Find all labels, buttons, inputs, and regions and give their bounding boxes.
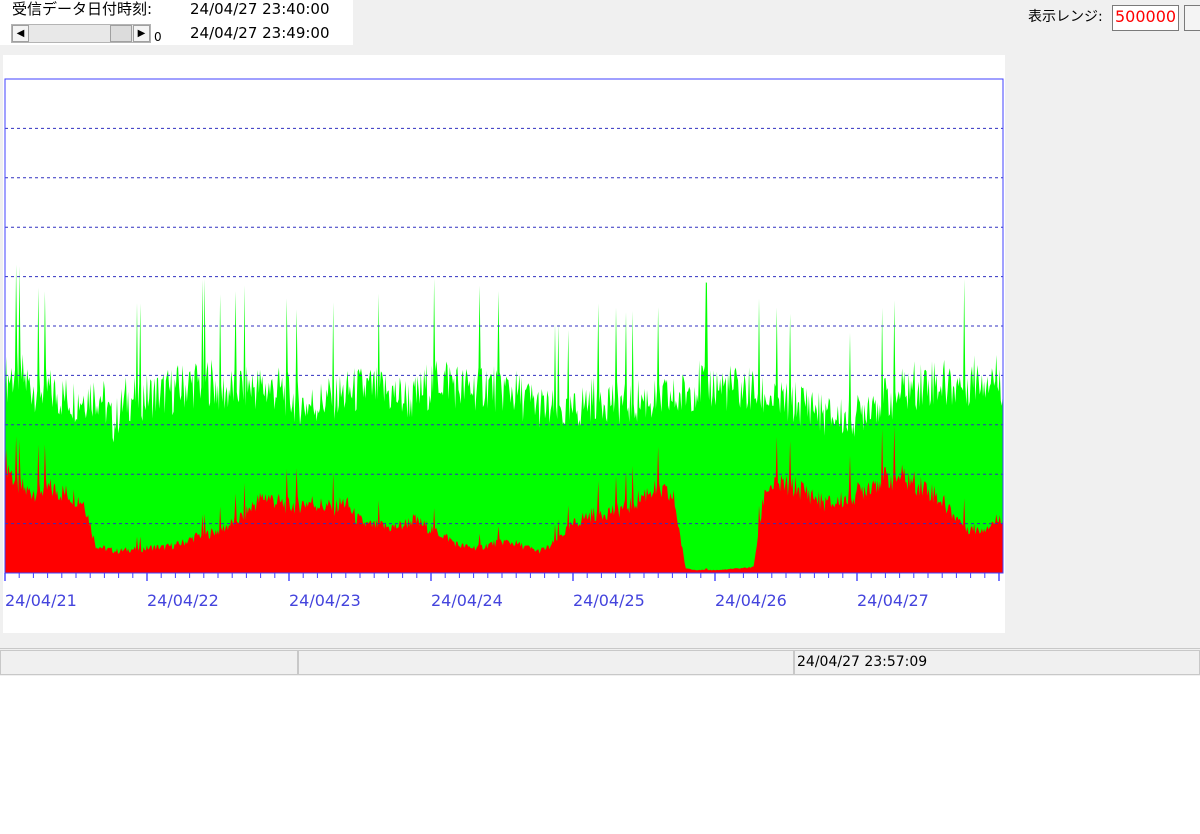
app-window: 受信データ日付時刻: 24/04/27 23:40:00 24/04/27 23… (0, 0, 1200, 676)
status-bar: 24/04/27 23:57:09 (0, 648, 1200, 676)
status-pane-1 (0, 650, 298, 675)
series-lower-area (5, 426, 1003, 573)
triangle-left-icon: ◀ (16, 28, 25, 39)
x-tick-label: 24/04/24 (431, 591, 503, 610)
received-datetime-label: 受信データ日付時刻: (12, 0, 153, 18)
scroll-thumb[interactable] (110, 25, 132, 42)
status-timestamp: 24/04/27 23:57:09 (794, 650, 1200, 675)
triangle-right-icon: ▶ (137, 28, 146, 39)
x-tick-label: 24/04/22 (147, 591, 219, 610)
x-tick-label: 24/04/21 (5, 591, 77, 610)
received-time-from: 24/04/27 23:40:00 (190, 0, 330, 18)
chart-panel: 24/04/21 24/04/22 24/04/23 24/04/24 24/04/25… (3, 55, 1005, 633)
traffic-chart: 24/04/21 24/04/22 24/04/23 24/04/24 24/04/25… (4, 78, 1004, 610)
display-range-label: 表示レンジ: (1028, 9, 1103, 25)
x-tick-label: 24/04/23 (289, 591, 361, 610)
time-scrollbar[interactable]: ◀ ▶ (11, 24, 151, 43)
x-tick-label: 24/04/27 (857, 591, 929, 610)
display-range-panel: 表示レンジ: 500000 (1020, 0, 1200, 45)
received-time-panel: 受信データ日付時刻: 24/04/27 23:40:00 24/04/27 23… (0, 0, 353, 45)
received-time-to: 24/04/27 23:49:00 (190, 24, 330, 42)
plot-frame (4, 78, 1004, 574)
scroll-right-button[interactable]: ▶ (133, 25, 150, 42)
display-range-input[interactable]: 500000 (1112, 5, 1179, 31)
display-range-button[interactable] (1184, 5, 1200, 31)
scroll-left-button[interactable]: ◀ (12, 25, 29, 42)
status-pane-2 (298, 650, 794, 675)
series-upper-area (5, 264, 1003, 573)
x-tick-label: 24/04/25 (573, 591, 645, 610)
scroll-position-value: 0 (154, 30, 162, 44)
x-tick-label: 24/04/26 (715, 591, 787, 610)
